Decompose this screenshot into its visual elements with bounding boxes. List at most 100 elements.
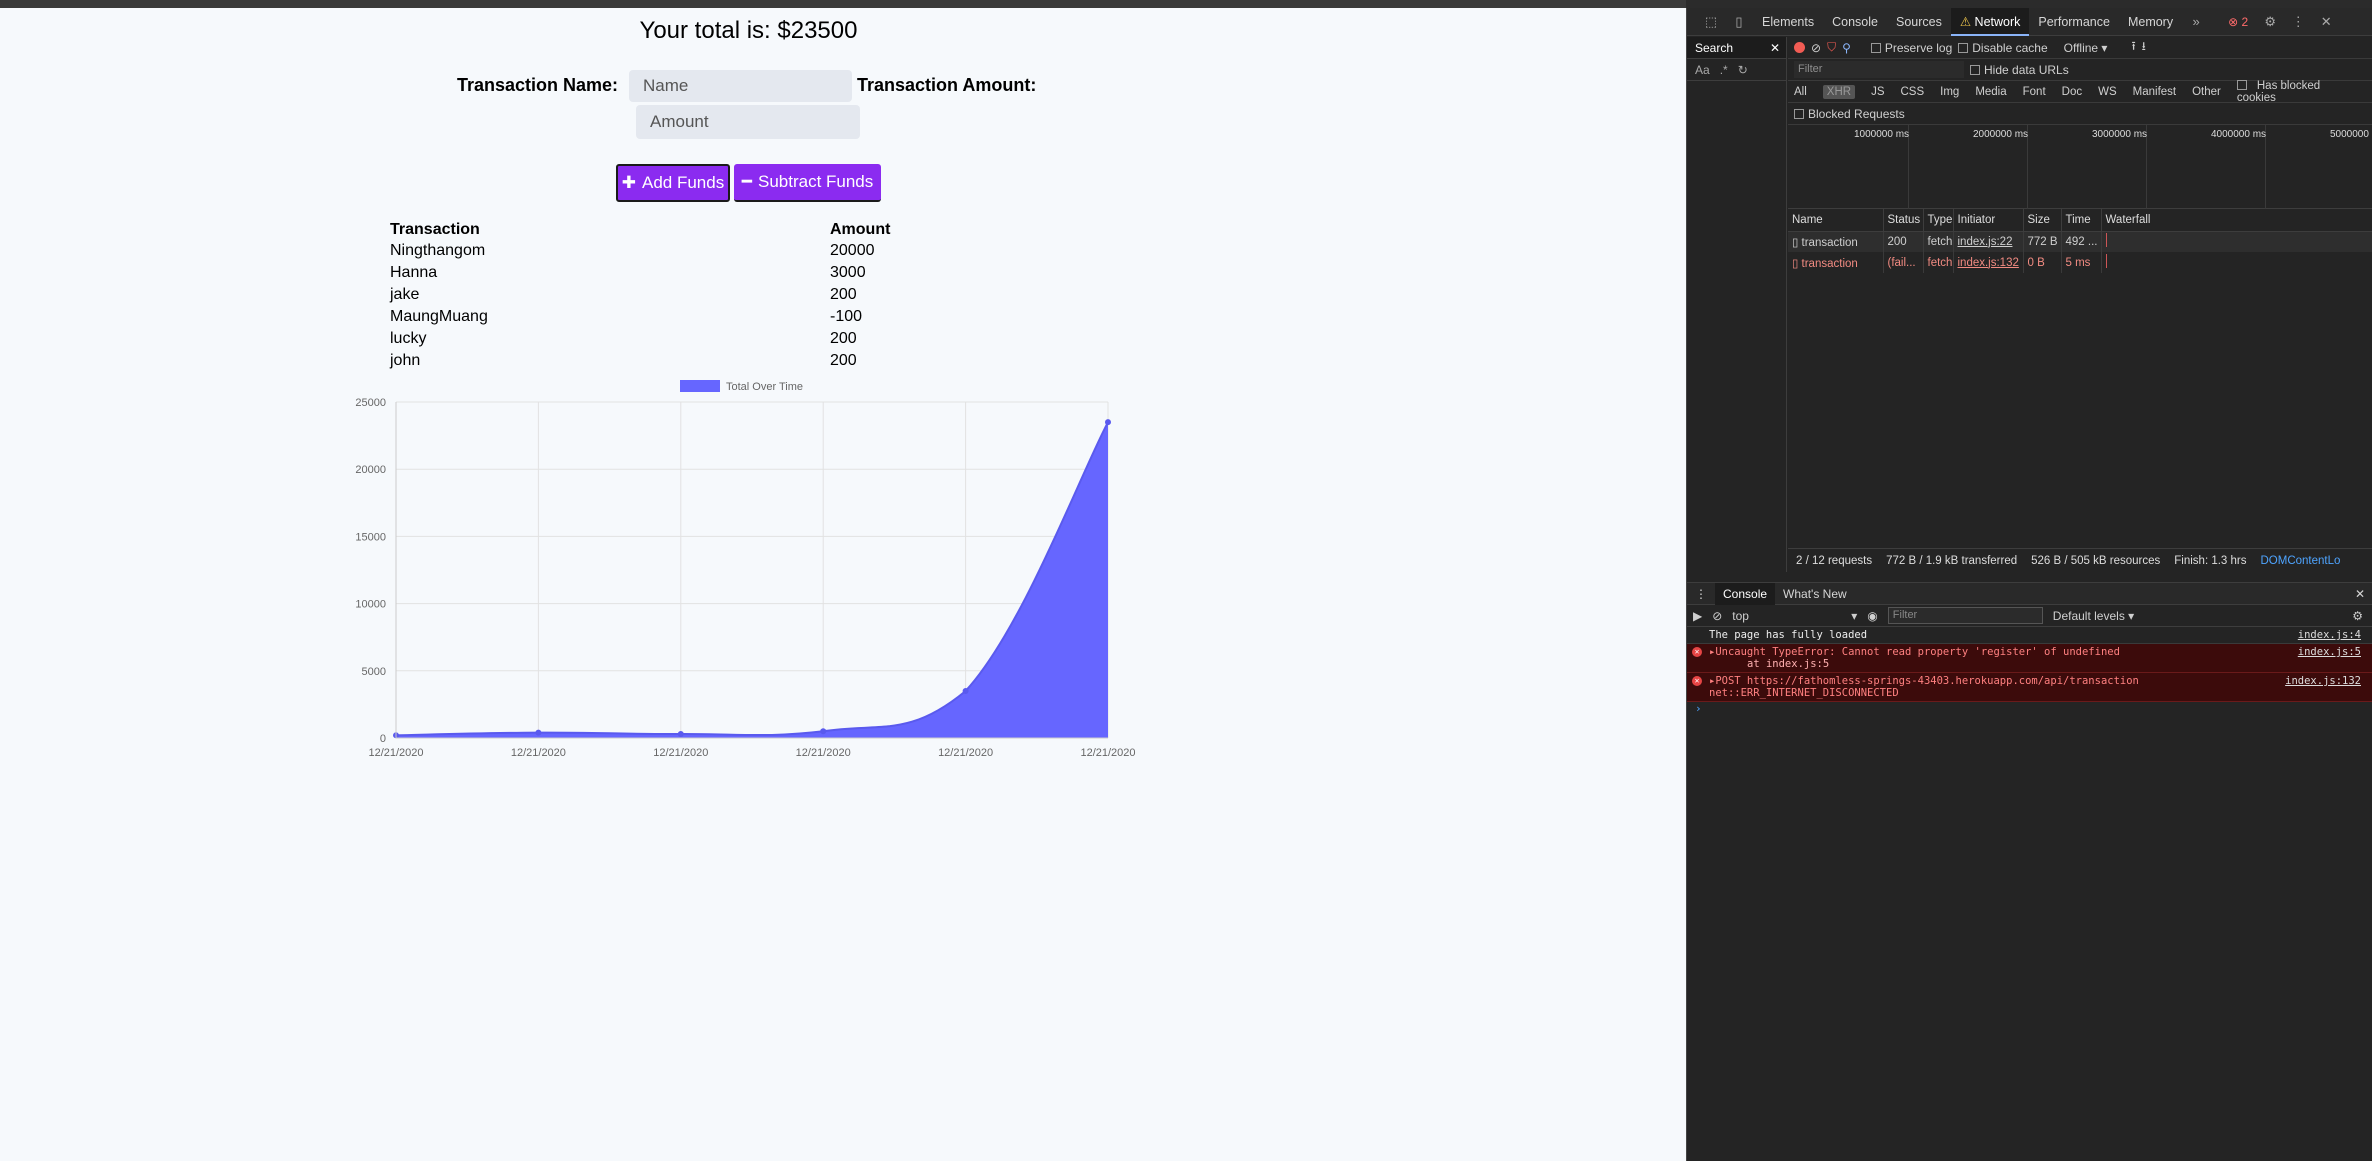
type-filter-xhr[interactable]: XHR: [1822, 84, 1856, 99]
close-icon[interactable]: ✕: [2320, 13, 2332, 29]
upload-icon[interactable]: ⭱: [2131, 39, 2136, 53]
drawer-tab-console[interactable]: Console: [1715, 582, 1776, 605]
network-filter-input[interactable]: Filter: [1794, 61, 1964, 78]
match-case-icon[interactable]: Aa: [1695, 63, 1710, 77]
download-icon[interactable]: ⭳: [2141, 39, 2146, 53]
type-filter-font[interactable]: Font: [2022, 85, 2046, 98]
summary-transferred: 772 B / 1.9 kB transferred: [1886, 554, 2018, 567]
request-name-text: transaction: [1801, 257, 1858, 270]
data-point: [820, 728, 827, 735]
table-row[interactable]: ▯ transaction (fail... fetch index.js:13…: [1788, 252, 2372, 273]
drawer-menu-icon[interactable]: ⋮: [1695, 586, 1707, 601]
close-drawer-icon[interactable]: ✕: [2354, 586, 2365, 601]
inspect-element-icon[interactable]: ⬚: [1704, 13, 1718, 29]
col-name[interactable]: Name: [1788, 209, 1884, 232]
data-point: [677, 730, 684, 737]
clear-console-icon[interactable]: ⊘: [1712, 608, 1723, 623]
console-prompt[interactable]: ›: [1695, 702, 1702, 715]
tab-performance[interactable]: Performance: [2038, 14, 2110, 29]
col-status[interactable]: Status: [1883, 209, 1924, 232]
blocked-requests-checkbox[interactable]: [1794, 109, 1804, 120]
clear-icon[interactable]: ⊘: [1811, 40, 1822, 55]
type-filter-other[interactable]: Other: [2192, 85, 2221, 98]
filter-icon[interactable]: ⛉: [1827, 40, 1837, 54]
message-source-link[interactable]: index.js:132: [2285, 675, 2361, 687]
request-initiator[interactable]: index.js:132: [1953, 252, 2024, 273]
more-tabs-icon[interactable]: »: [2192, 13, 2200, 29]
request-time: 492 ...: [2061, 231, 2102, 252]
transaction-name-input[interactable]: Name: [629, 70, 852, 102]
close-search-icon[interactable]: ✕: [1769, 41, 1780, 55]
tx-amount: -100: [830, 308, 863, 325]
search-icon[interactable]: ⚲: [1842, 40, 1851, 55]
type-filter-js[interactable]: JS: [1871, 85, 1885, 98]
preserve-log-toggle[interactable]: Preserve log: [1870, 41, 1952, 55]
blocked-cookies-toggle[interactable]: Has blocked cookies: [2236, 79, 2363, 104]
message-source-link[interactable]: index.js:5: [2297, 646, 2361, 658]
disable-cache-checkbox[interactable]: [1958, 43, 1969, 54]
error-count-badge[interactable]: ⊗ 2: [2228, 14, 2249, 29]
search-tools: Aa .* ↻: [1687, 59, 1786, 81]
console-settings-icon[interactable]: ⚙: [2352, 608, 2363, 623]
message-source-link[interactable]: index.js:4: [2297, 629, 2361, 641]
disable-cache-label: Disable cache: [1972, 40, 2048, 55]
kebab-menu-icon[interactable]: ⋮: [2291, 13, 2305, 29]
col-size[interactable]: Size: [2023, 209, 2062, 232]
type-filter-media[interactable]: Media: [1975, 85, 2007, 98]
summary-finish: Finish: 1.3 hrs: [2174, 554, 2247, 567]
y-tick-label: 5000: [362, 666, 386, 678]
tab-sources[interactable]: Sources: [1895, 14, 1942, 29]
request-waterfall: [2101, 231, 2372, 252]
console-message: The page has fully loaded index.js:4: [1687, 627, 2372, 644]
tab-network[interactable]: ⚠ Network: [1950, 7, 2030, 36]
search-title: Search: [1695, 41, 1734, 55]
type-filter-ws[interactable]: WS: [2098, 85, 2117, 98]
x-tick-label: 12/21/2020: [796, 747, 851, 759]
type-filter-css[interactable]: CSS: [1900, 85, 1925, 98]
record-icon[interactable]: [1794, 42, 1805, 53]
throttling-select[interactable]: Offline ▾: [2063, 40, 2108, 55]
eye-icon[interactable]: ◉: [1867, 608, 1878, 623]
y-tick-label: 15000: [355, 531, 386, 543]
gear-icon[interactable]: ⚙: [2264, 13, 2277, 29]
type-filter-all[interactable]: All: [1794, 85, 1807, 98]
log-levels-select[interactable]: Default levels ▾: [2052, 608, 2135, 623]
table-row[interactable]: ▯ transaction 200 fetch index.js:22 772 …: [1788, 231, 2372, 252]
legend-label: Total Over Time: [726, 381, 803, 393]
preserve-log-checkbox[interactable]: [1870, 43, 1881, 54]
drawer-tabbar: ⋮ Console What's New ✕: [1687, 582, 2372, 605]
drawer-tab-whats-new[interactable]: What's New: [1783, 586, 1847, 601]
hide-data-urls-checkbox[interactable]: [1970, 65, 1980, 76]
sidebar-toggle-icon[interactable]: ▶: [1693, 608, 1703, 623]
add-funds-button[interactable]: ✚ Add Funds: [616, 164, 730, 202]
blocked-requests-toggle[interactable]: Blocked Requests: [1794, 107, 1905, 121]
type-filter-manifest[interactable]: Manifest: [2132, 85, 2177, 98]
device-toolbar-icon[interactable]: ▯: [1735, 13, 1743, 29]
tab-console[interactable]: Console: [1832, 14, 1878, 29]
col-initiator[interactable]: Initiator: [1953, 209, 2024, 232]
refresh-icon[interactable]: ↻: [1737, 63, 1748, 77]
table-row: Hanna 3000: [390, 262, 910, 284]
col-time[interactable]: Time: [2061, 209, 2102, 232]
context-select[interactable]: top ▾: [1732, 608, 1858, 623]
x-tick-label: 12/21/2020: [653, 747, 708, 759]
expand-arrow-icon[interactable]: ▸: [1709, 675, 1716, 687]
disable-cache-toggle[interactable]: Disable cache: [1958, 40, 2048, 55]
type-filter-img[interactable]: Img: [1940, 85, 1960, 98]
hide-data-urls-toggle[interactable]: Hide data URLs: [1970, 63, 2069, 77]
request-initiator[interactable]: index.js:22: [1953, 231, 2024, 252]
blocked-cookies-checkbox[interactable]: [2236, 80, 2247, 91]
transaction-amount-input[interactable]: Amount: [636, 105, 860, 139]
tx-name: john: [390, 352, 421, 369]
devtools-tabbar: ⬚ ▯ Elements Console Sources ⚠ Network P…: [1687, 7, 2372, 36]
regex-icon[interactable]: .*: [1719, 63, 1728, 77]
subtract-funds-button[interactable]: ━ Subtract Funds: [734, 164, 881, 202]
expand-arrow-icon[interactable]: ▸: [1709, 646, 1716, 658]
tab-memory[interactable]: Memory: [2127, 14, 2174, 29]
blocked-cookies-label: Has blocked cookies: [2236, 79, 2321, 104]
col-type[interactable]: Type: [1923, 209, 1954, 232]
console-filter-input[interactable]: Filter: [1887, 607, 2043, 624]
type-filter-doc[interactable]: Doc: [2061, 85, 2083, 98]
tab-elements[interactable]: Elements: [1762, 14, 1815, 29]
col-waterfall[interactable]: Waterfall: [2101, 209, 2372, 232]
